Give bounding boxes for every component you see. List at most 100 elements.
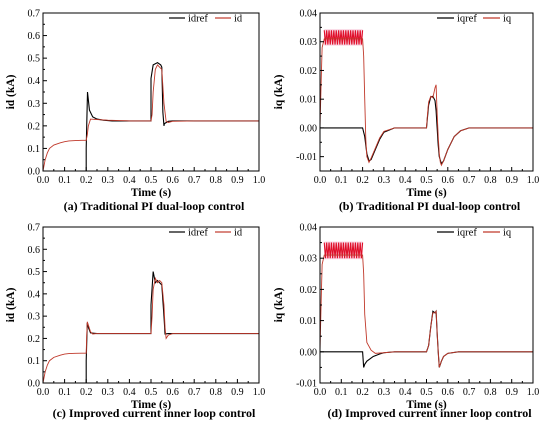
x-tick-label: 0.2 xyxy=(80,387,93,398)
series-line-iqref xyxy=(320,309,533,368)
x-tick-label: 0.0 xyxy=(314,387,327,398)
x-tick-label: 0.3 xyxy=(102,175,115,186)
x-tick-label: 0.7 xyxy=(188,175,201,186)
y-axis-title: id (kA) xyxy=(5,287,17,322)
series-line-iq xyxy=(320,38,533,167)
legend-label-idref: idref xyxy=(188,228,208,239)
y-tick-label: 0.0 xyxy=(28,167,41,178)
y-tick-label: 0.6 xyxy=(28,245,41,256)
legend-label-idref: idref xyxy=(188,14,208,25)
x-tick-label: 0.4 xyxy=(123,175,136,186)
subplot-caption: (b) Traditional PI dual-loop control xyxy=(339,199,521,213)
y-tick-label: 0.4 xyxy=(28,289,41,300)
x-axis-title: Time (s) xyxy=(406,399,447,411)
y-tick-label: 0.3 xyxy=(28,99,41,110)
series-line-idref xyxy=(85,62,259,171)
x-tick-label: 0.4 xyxy=(123,387,136,398)
y-tick-label: 0.3 xyxy=(28,312,41,323)
x-tick-label: 0.9 xyxy=(231,387,244,398)
legend-label-iq: iq xyxy=(503,228,512,239)
y-tick-label: 0.7 xyxy=(28,9,41,20)
x-tick-label: 0.8 xyxy=(210,175,223,186)
x-tick-label: 0.3 xyxy=(102,387,115,398)
y-tick-label: 0.7 xyxy=(28,223,41,234)
x-tick-label: 0.1 xyxy=(335,175,348,186)
chart-panel-1: 0.0 0.1 0.2 0.3 0.4 0.5 0.6 0.7 0.8 0.9 1.0 -0.01 0.… xyxy=(273,9,539,214)
y-axis-title: id (kA) xyxy=(5,74,17,109)
y-tick-label: 0.00 xyxy=(300,123,318,134)
y-tick-label: -0.01 xyxy=(296,152,317,163)
y-tick-label: 0.04 xyxy=(300,9,318,20)
y-tick-label: 0.02 xyxy=(300,66,318,77)
x-axis-title: Time (s) xyxy=(131,187,172,199)
x-tick-label: 0.0 xyxy=(37,175,50,186)
x-tick-label: 0.6 xyxy=(166,175,179,186)
x-tick-label: 0.2 xyxy=(356,175,369,186)
x-tick-label: 1.0 xyxy=(527,387,540,398)
y-tick-label: 0.5 xyxy=(28,54,41,65)
subplot-caption: (a) Traditional PI dual-loop control xyxy=(64,199,245,213)
y-tick-label: 0.1 xyxy=(28,144,41,155)
chart-panel-0: 0.0 0.1 0.2 0.3 0.4 0.5 0.6 0.7 0.8 0.9 1.0 0.0 0.1 0… xyxy=(5,9,265,214)
x-tick-label: 0.5 xyxy=(145,387,158,398)
iq-oscillation xyxy=(323,242,364,259)
x-tick-label: 1.0 xyxy=(527,175,540,186)
x-axis-title: Time (s) xyxy=(406,187,447,199)
x-tick-label: 0.7 xyxy=(188,387,201,398)
x-tick-label: 0.8 xyxy=(484,387,497,398)
y-tick-label: 0.1 xyxy=(28,356,41,367)
x-tick-label: 0.6 xyxy=(442,387,455,398)
x-tick-label: 1.0 xyxy=(253,387,266,398)
x-tick-label: 0.6 xyxy=(442,175,455,186)
legend-label-iqref: iqref xyxy=(457,228,477,239)
y-axis-title: iq (kA) xyxy=(273,287,285,322)
x-tick-label: 0.5 xyxy=(420,387,433,398)
series-line-idref xyxy=(85,271,259,383)
y-tick-label: 0.6 xyxy=(28,31,41,42)
y-tick-label: 0.2 xyxy=(28,121,41,132)
legend-label-iq: iq xyxy=(503,14,512,25)
y-tick-label: 0.03 xyxy=(300,37,318,48)
series-line-iq xyxy=(320,254,533,368)
x-tick-label: 0.9 xyxy=(505,387,518,398)
x-tick-label: 0.9 xyxy=(231,175,244,186)
iq-oscillation xyxy=(323,30,364,45)
x-tick-label: 0.1 xyxy=(335,387,348,398)
x-tick-label: 0.9 xyxy=(505,175,518,186)
chart-panel-2: 0.0 0.1 0.2 0.3 0.4 0.5 0.6 0.7 0.8 0.9 1.0 0.0 0.1 0… xyxy=(5,223,265,421)
x-tick-label: 0.1 xyxy=(58,387,71,398)
y-tick-label: 0.01 xyxy=(300,95,318,106)
y-tick-label: 0.02 xyxy=(300,285,318,296)
y-tick-label: 0.0 xyxy=(28,379,41,390)
x-tick-label: 0.5 xyxy=(420,175,433,186)
x-tick-label: 0.5 xyxy=(145,175,158,186)
y-tick-label: 0.01 xyxy=(300,316,318,327)
x-tick-label: 0.4 xyxy=(399,175,412,186)
y-axis-title: iq (kA) xyxy=(273,74,285,109)
legend-label-id: id xyxy=(234,14,243,25)
x-tick-label: 0.7 xyxy=(463,175,476,186)
x-tick-label: 1.0 xyxy=(253,175,266,186)
x-tick-label: 0.2 xyxy=(80,175,93,186)
x-tick-label: 0.3 xyxy=(378,387,391,398)
x-tick-label: 0.0 xyxy=(37,387,50,398)
y-tick-label: 0.00 xyxy=(300,347,318,358)
x-tick-label: 0.2 xyxy=(356,387,369,398)
subplot-caption: (c) Improved current inner loop control xyxy=(53,406,256,420)
x-tick-label: 0.8 xyxy=(484,175,497,186)
chart-panel-3: 0.0 0.1 0.2 0.3 0.4 0.5 0.6 0.7 0.8 0.9 1.0 -0.01 0.… xyxy=(273,223,539,421)
x-tick-label: 0.7 xyxy=(463,387,476,398)
legend-label-iqref: iqref xyxy=(457,14,477,25)
x-tick-label: 0.8 xyxy=(210,387,223,398)
x-tick-label: 0.3 xyxy=(378,175,391,186)
y-tick-label: 0.4 xyxy=(28,76,41,87)
series-line-iqref xyxy=(320,95,533,166)
x-tick-label: 0.1 xyxy=(58,175,71,186)
x-tick-label: 0.4 xyxy=(399,387,412,398)
y-tick-label: 0.03 xyxy=(300,254,318,265)
x-axis-title: Time (s) xyxy=(131,399,172,411)
legend-label-id: id xyxy=(234,228,243,239)
y-tick-label: 0.2 xyxy=(28,334,41,345)
y-tick-label: 0.04 xyxy=(300,223,318,234)
